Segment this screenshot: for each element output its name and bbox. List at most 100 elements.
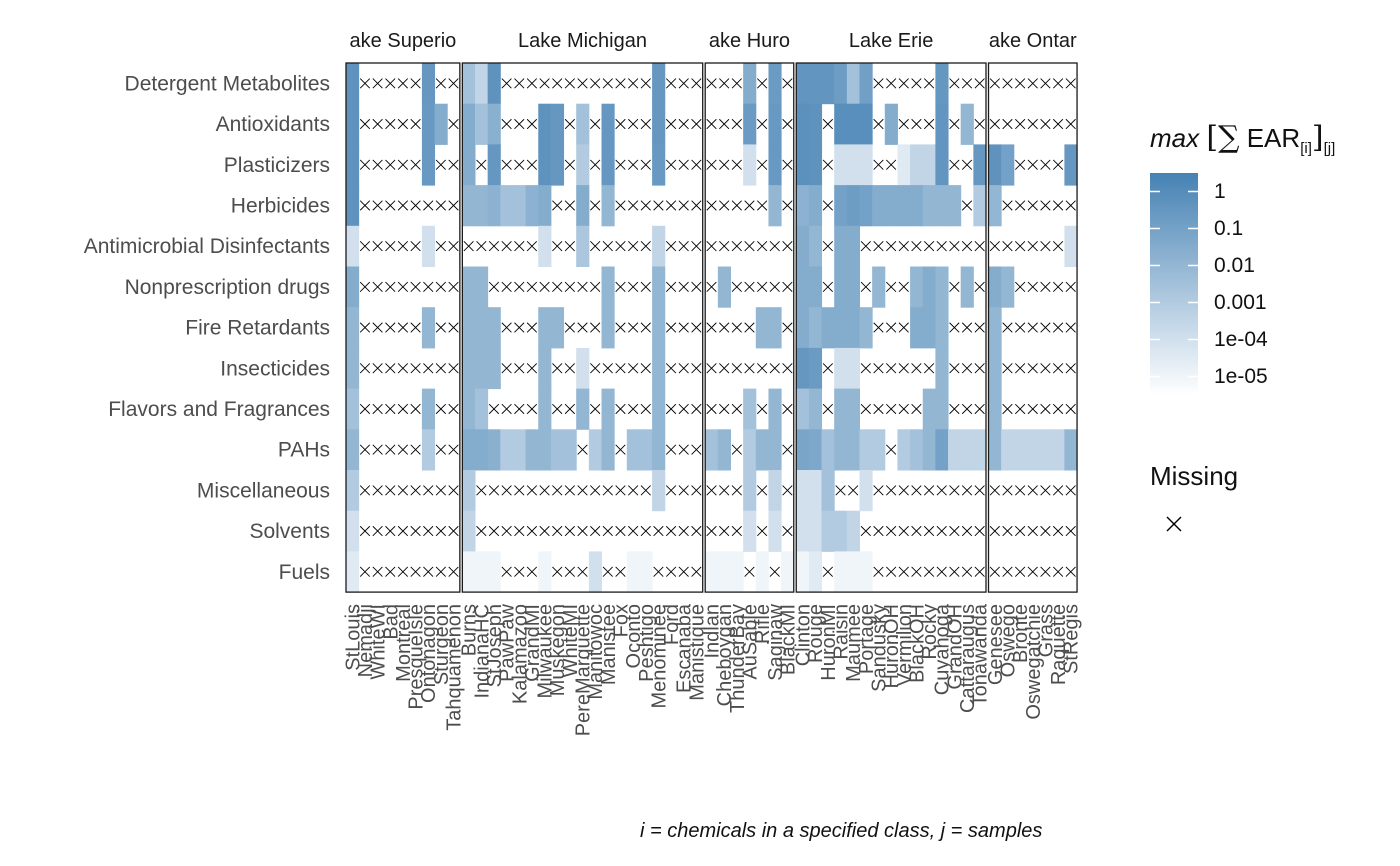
heatmap-cell bbox=[550, 144, 565, 186]
missing-cross bbox=[526, 525, 538, 537]
missing-cross bbox=[1027, 78, 1038, 89]
missing-cross bbox=[552, 363, 563, 374]
x-label: BlackOH bbox=[906, 604, 928, 683]
missing-cross bbox=[615, 322, 626, 333]
heatmap-cell bbox=[846, 388, 860, 430]
missing-cross bbox=[665, 241, 677, 252]
missing-cross bbox=[628, 322, 639, 333]
heatmap-cell bbox=[821, 510, 835, 552]
missing-cross bbox=[691, 118, 702, 130]
missing-cross bbox=[628, 78, 639, 89]
heatmap-cell bbox=[421, 429, 436, 471]
missing-cross bbox=[488, 403, 500, 415]
missing-cross bbox=[678, 200, 689, 211]
heatmap-cell bbox=[1013, 429, 1027, 471]
heatmap-cell bbox=[935, 63, 949, 105]
missing-cross bbox=[615, 444, 626, 455]
heatmap-cell bbox=[796, 307, 810, 349]
missing-cross bbox=[385, 566, 396, 577]
x-label: HuronMI bbox=[818, 604, 840, 681]
missing-cross bbox=[1002, 525, 1013, 537]
missing-cross bbox=[410, 444, 421, 455]
missing-cross bbox=[822, 118, 833, 130]
missing-cross bbox=[385, 485, 396, 496]
missing-cross bbox=[435, 281, 446, 292]
heatmap-cell bbox=[808, 63, 823, 105]
missing-cross bbox=[706, 200, 717, 211]
x-label: Ford bbox=[661, 604, 683, 645]
missing-cross bbox=[397, 281, 409, 292]
x-label: PereMarquette bbox=[573, 604, 595, 736]
missing-cross bbox=[488, 485, 500, 496]
x-label: Milwaukee bbox=[535, 604, 557, 698]
missing-cross bbox=[782, 200, 793, 211]
missing-cross bbox=[665, 200, 677, 211]
missing-cross bbox=[898, 78, 909, 89]
heatmap-cell bbox=[922, 429, 936, 471]
missing-cross bbox=[936, 525, 947, 537]
missing-cross bbox=[757, 118, 768, 130]
missing-cross bbox=[961, 403, 973, 415]
x-label: StRegis bbox=[1061, 604, 1083, 674]
y-label: Nonprescription drugs bbox=[125, 276, 330, 299]
missing-cross bbox=[873, 241, 884, 252]
missing-cross bbox=[628, 363, 639, 374]
missing-cross bbox=[476, 525, 487, 537]
missing-cross bbox=[936, 241, 947, 252]
missing-cross bbox=[1015, 485, 1026, 496]
heatmap-cell bbox=[743, 103, 757, 145]
x-label: Manistique bbox=[686, 604, 708, 701]
missing-cross bbox=[678, 78, 689, 89]
heatmap-cell bbox=[960, 429, 974, 471]
heatmap-cell bbox=[796, 510, 810, 552]
missing-cross bbox=[435, 403, 446, 415]
missing-cross bbox=[691, 241, 702, 252]
x-label: Sandusky bbox=[868, 604, 890, 692]
heatmap-cell bbox=[935, 103, 949, 145]
heatmap-cell bbox=[652, 347, 666, 390]
missing-cross bbox=[1027, 200, 1038, 211]
missing-cross bbox=[961, 241, 973, 252]
heatmap-cell bbox=[960, 266, 974, 308]
heatmap-cell bbox=[973, 185, 987, 227]
missing-cross bbox=[385, 200, 396, 211]
x-label: Rocky bbox=[919, 604, 941, 660]
missing-cross bbox=[1027, 118, 1038, 130]
heatmap-cell bbox=[922, 266, 936, 308]
missing-cross bbox=[615, 78, 626, 89]
x-label: Raisin bbox=[831, 604, 853, 660]
x-label: Vermilion bbox=[894, 604, 916, 686]
missing-cross bbox=[615, 485, 626, 496]
missing-cross bbox=[410, 322, 421, 333]
missing-cross bbox=[757, 525, 768, 537]
missing-cross bbox=[678, 403, 689, 415]
heatmap-cell bbox=[588, 429, 602, 471]
y-label: PAHs bbox=[278, 439, 330, 462]
heatmap-cell bbox=[834, 510, 848, 552]
heatmap-cell bbox=[462, 63, 476, 105]
heatmap-cell bbox=[988, 266, 1002, 308]
missing-cross bbox=[385, 444, 396, 455]
missing-cross bbox=[961, 566, 973, 577]
missing-cross bbox=[719, 403, 730, 415]
heatmap-cell bbox=[421, 225, 436, 267]
heatmap-cell bbox=[910, 185, 924, 227]
x-label: Menominee bbox=[648, 604, 670, 709]
missing-cross bbox=[665, 159, 677, 170]
heatmap-cell bbox=[910, 307, 924, 349]
missing-cross bbox=[1015, 363, 1026, 374]
missing-cross bbox=[949, 485, 960, 496]
heatmap-cell bbox=[475, 347, 489, 390]
missing-cross bbox=[526, 241, 538, 252]
legend-tick-label: 0.1 bbox=[1214, 216, 1244, 240]
missing-cross bbox=[1002, 485, 1013, 496]
missing-cross bbox=[640, 159, 651, 170]
heatmap-cell bbox=[462, 185, 476, 227]
missing-cross bbox=[628, 200, 639, 211]
missing-cross bbox=[719, 159, 730, 170]
heatmap-cell bbox=[808, 144, 823, 186]
missing-cross bbox=[691, 525, 702, 537]
missing-cross bbox=[564, 403, 575, 415]
heatmap-cell bbox=[846, 144, 860, 186]
heatmap-cell bbox=[462, 266, 476, 308]
